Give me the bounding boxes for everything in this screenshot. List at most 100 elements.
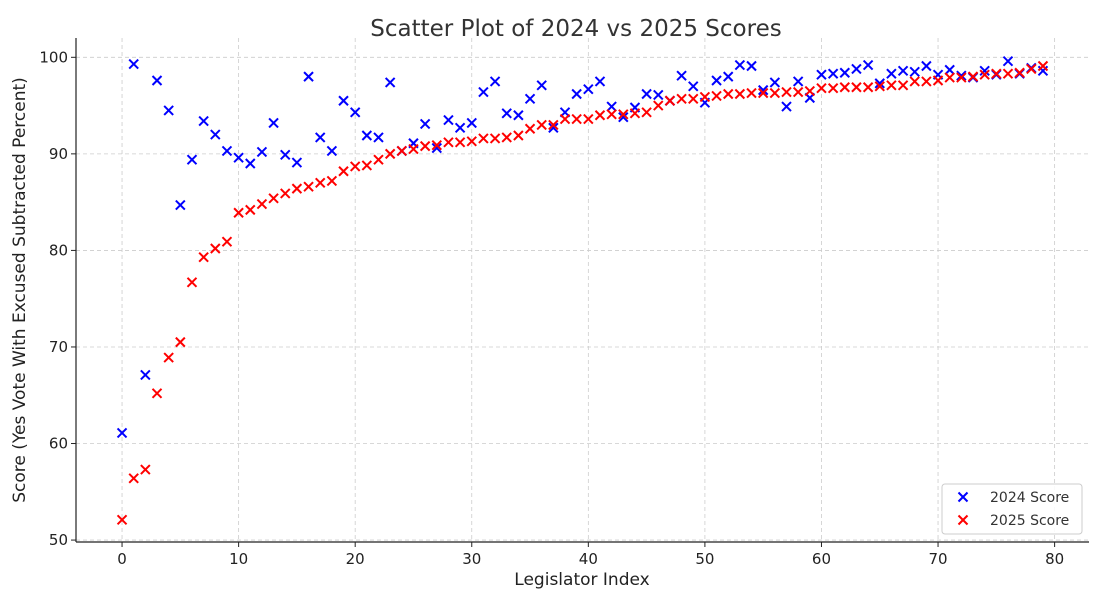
data-point-2025-score <box>140 464 151 475</box>
data-point-2024-score <box>175 199 186 211</box>
x-tick-label: 10 <box>229 550 248 568</box>
data-point-2025-score <box>851 82 862 93</box>
data-point-2024-score <box>711 75 722 86</box>
x-tick-label: 30 <box>462 550 481 568</box>
data-point-2025-score <box>186 277 198 288</box>
data-point-2024-score <box>944 64 955 76</box>
data-point-2024-score <box>280 149 291 161</box>
data-point-2024-score <box>1037 65 1049 77</box>
data-point-2025-score <box>163 352 174 363</box>
data-point-2024-score <box>653 89 664 101</box>
data-point-2025-score <box>862 82 874 93</box>
data-point-2025-score <box>536 119 547 131</box>
data-point-2024-score <box>897 65 909 77</box>
data-point-2025-score <box>175 336 186 348</box>
data-point-2025-score <box>699 91 711 103</box>
data-point-2025-score <box>1037 60 1049 72</box>
data-point-2024-score <box>979 65 990 77</box>
data-point-2024-score <box>513 110 524 121</box>
x-tick-label: 50 <box>695 550 714 568</box>
x-tick-label: 80 <box>1045 550 1064 568</box>
data-point-2024-score <box>594 76 606 87</box>
data-point-2024-score <box>431 142 442 154</box>
data-point-2025-score <box>396 145 408 157</box>
y-tick-label: 100 <box>39 48 68 66</box>
data-point-2025-score <box>629 108 641 119</box>
data-point-2025-score <box>326 175 338 187</box>
data-point-2024-score <box>501 108 512 119</box>
data-point-2024-score <box>874 78 885 89</box>
data-point-2025-score <box>967 71 979 82</box>
data-point-2024-score <box>862 59 874 71</box>
data-point-2025-score <box>769 87 781 99</box>
data-point-2024-score <box>827 68 839 79</box>
data-point-2025-score <box>559 113 571 125</box>
data-point-2025-score <box>408 143 419 155</box>
data-point-2024-score <box>373 132 384 143</box>
data-point-2024-score <box>291 157 303 168</box>
data-point-2024-score <box>326 145 338 157</box>
data-point-2024-score <box>256 146 268 158</box>
data-point-2024-score <box>618 111 629 123</box>
data-point-2025-score <box>221 236 233 247</box>
data-point-2025-score <box>315 177 326 189</box>
data-point-2025-score <box>653 100 664 111</box>
y-tick-label: 80 <box>49 241 68 259</box>
data-point-2025-score <box>886 80 897 91</box>
data-point-2025-score <box>618 109 629 120</box>
data-point-2025-score <box>723 88 734 100</box>
x-tick-label: 70 <box>928 550 947 568</box>
data-point-2024-score <box>781 101 792 112</box>
data-point-2025-score <box>373 154 384 165</box>
data-point-2024-score <box>676 70 687 81</box>
data-point-2025-score <box>116 514 128 526</box>
data-point-2025-score <box>583 113 594 125</box>
legend: 2024 Score 2025 Score <box>941 483 1083 535</box>
grid-lines <box>76 38 1089 542</box>
data-point-2024-score <box>769 77 781 88</box>
data-point-2025-score <box>897 80 909 91</box>
data-point-2025-score <box>944 72 955 83</box>
data-point-2025-score <box>198 251 209 263</box>
data-point-2024-score <box>606 101 617 112</box>
data-point-2025-score <box>466 136 477 147</box>
data-point-2024-score <box>548 122 559 134</box>
x-axis-label: Legislator Index <box>514 570 649 590</box>
data-point-2025-score <box>291 183 303 194</box>
data-point-2025-score <box>979 69 990 80</box>
data-point-2025-score <box>513 130 524 141</box>
data-point-2024-score <box>641 88 652 100</box>
data-point-2025-score <box>233 207 244 218</box>
data-point-2025-score <box>781 86 792 98</box>
data-point-2025-score <box>606 109 617 120</box>
data-point-2025-score <box>1026 63 1037 75</box>
legend-marker-0 <box>957 491 969 503</box>
tick-labels: 0 10 20 30 40 50 60 70 80 50 60 70 80 90 100 <box>39 48 1064 568</box>
x-tick-label: 60 <box>812 550 831 568</box>
data-point-2024-score <box>128 58 139 70</box>
data-point-2024-score <box>723 71 734 82</box>
data-point-2024-score <box>233 152 244 163</box>
chart-title: Scatter Plot of 2024 vs 2025 Scores <box>370 16 781 42</box>
data-point-2024-score <box>315 132 326 143</box>
y-tick-label: 70 <box>49 338 68 356</box>
data-point-2025-score <box>804 85 816 97</box>
data-point-2025-score <box>245 204 256 216</box>
data-point-2025-score <box>268 193 279 204</box>
y-tick-label: 60 <box>49 435 68 453</box>
data-point-2025-score <box>734 88 746 100</box>
data-point-2024-score <box>909 66 920 78</box>
axes <box>75 38 1089 543</box>
data-point-2025-score <box>128 473 139 484</box>
data-point-2025-score <box>338 166 349 177</box>
data-point-2025-score <box>431 139 442 151</box>
y-axis-label: Score (Yes Vote With Excused Subtracted … <box>10 77 30 503</box>
data-point-2024-score <box>734 59 746 71</box>
data-point-2024-score <box>210 129 221 140</box>
data-point-2024-score <box>443 114 454 126</box>
data-point-2024-score <box>536 80 547 91</box>
data-point-2024-score <box>583 83 594 95</box>
data-point-2024-score <box>816 69 827 80</box>
data-point-2024-score <box>361 130 373 141</box>
